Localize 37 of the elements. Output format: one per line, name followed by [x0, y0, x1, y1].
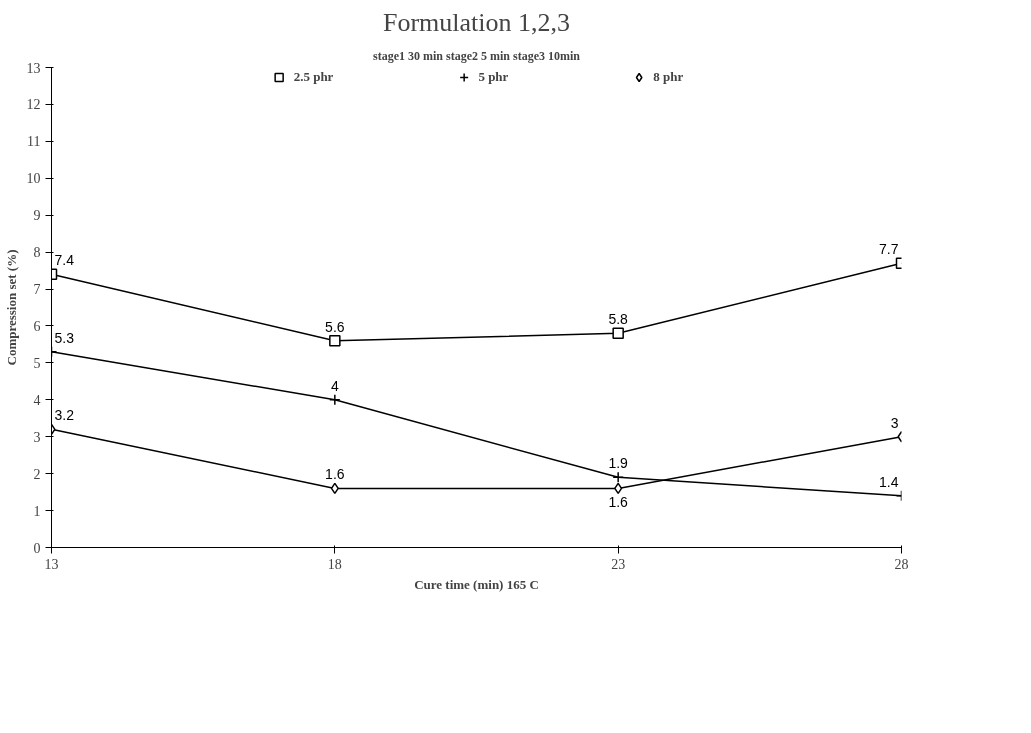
y-tick-label: 12 — [26, 97, 41, 113]
x-tick-label: 23 — [611, 556, 626, 572]
data-label: 1.4 — [879, 473, 899, 490]
data-label: 5.8 — [608, 311, 629, 328]
y-tick-label: 8 — [33, 245, 41, 261]
y-tick-label: 4 — [33, 392, 41, 408]
y-tick-label: 6 — [33, 318, 41, 334]
y-tick-label: 10 — [26, 171, 41, 187]
y-tick-label: 9 — [33, 208, 41, 224]
y-tick-label: 13 — [26, 60, 41, 76]
legend-label: 5 phr — [478, 69, 509, 85]
data-label: 1.6 — [325, 466, 345, 483]
data-label: 4 — [330, 377, 339, 394]
y-tick-label: 1 — [33, 503, 41, 519]
x-tick-label: 28 — [894, 556, 909, 572]
data-label: 1.6 — [608, 494, 629, 511]
data-label: 5.3 — [54, 329, 75, 346]
chart-title: Formulation 1,2,3 — [382, 7, 571, 37]
legend-label: 2.5 phr — [293, 69, 334, 85]
data-label: 1.9 — [608, 455, 629, 472]
data-label: 5.6 — [325, 318, 345, 335]
y-tick-label: 7 — [33, 282, 41, 298]
chart-subtitle: stage1 30 min stage2 5 min stage3 10min — [373, 48, 581, 63]
data-label: 3 — [890, 414, 899, 431]
x-axis-title: Cure time (min) 165 C — [414, 576, 539, 592]
legend-label: 8 phr — [653, 69, 684, 85]
data-label: 3.2 — [54, 407, 75, 424]
y-axis-title: Compression set (%) — [3, 249, 19, 366]
y-tick-label: 11 — [27, 134, 41, 150]
y-tick-label: 0 — [33, 540, 41, 556]
data-label: 7.4 — [54, 252, 75, 269]
y-tick-label: 3 — [33, 429, 41, 445]
x-tick-label: 13 — [44, 556, 59, 572]
x-tick-label: 18 — [327, 556, 342, 572]
y-tick-label: 5 — [33, 355, 41, 371]
data-label: 7.7 — [879, 241, 899, 258]
y-tick-label: 2 — [33, 466, 41, 482]
